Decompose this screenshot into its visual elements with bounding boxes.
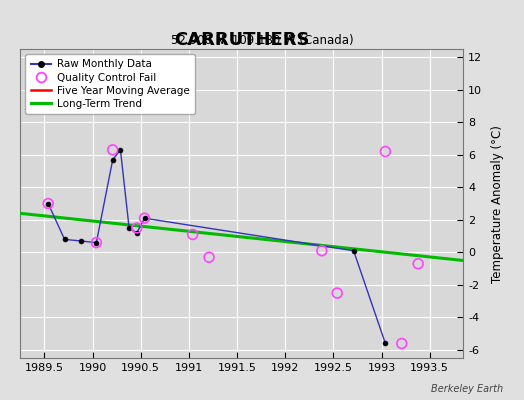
Quality Control Fail — [108, 147, 117, 153]
Raw Monthly Data — [134, 230, 140, 235]
Raw Monthly Data — [61, 237, 68, 242]
Raw Monthly Data — [382, 341, 388, 346]
Raw Monthly Data — [110, 157, 116, 162]
Line: Raw Monthly Data: Raw Monthly Data — [46, 148, 388, 346]
Quality Control Fail — [333, 290, 342, 296]
Raw Monthly Data — [78, 238, 84, 243]
Quality Control Fail — [414, 260, 422, 267]
Quality Control Fail — [44, 200, 52, 207]
Raw Monthly Data — [141, 216, 148, 221]
Raw Monthly Data — [45, 201, 51, 206]
Quality Control Fail — [381, 148, 389, 155]
Quality Control Fail — [92, 240, 101, 246]
Raw Monthly Data — [93, 240, 100, 245]
Quality Control Fail — [398, 340, 406, 347]
Raw Monthly Data — [351, 248, 357, 253]
Raw Monthly Data — [117, 148, 124, 152]
Y-axis label: Temperature Anomaly (°C): Temperature Anomaly (°C) — [491, 125, 504, 282]
Text: 52.900 N, 109.180 W (Canada): 52.900 N, 109.180 W (Canada) — [171, 34, 353, 47]
Quality Control Fail — [140, 215, 149, 222]
Quality Control Fail — [318, 248, 326, 254]
Text: Berkeley Earth: Berkeley Earth — [431, 384, 503, 394]
Quality Control Fail — [205, 254, 213, 260]
Raw Monthly Data — [126, 226, 132, 230]
Legend: Raw Monthly Data, Quality Control Fail, Five Year Moving Average, Long-Term Tren: Raw Monthly Data, Quality Control Fail, … — [26, 54, 194, 114]
Quality Control Fail — [189, 231, 197, 238]
Quality Control Fail — [133, 225, 141, 231]
Title: CARRUTHERS: CARRUTHERS — [174, 31, 310, 49]
